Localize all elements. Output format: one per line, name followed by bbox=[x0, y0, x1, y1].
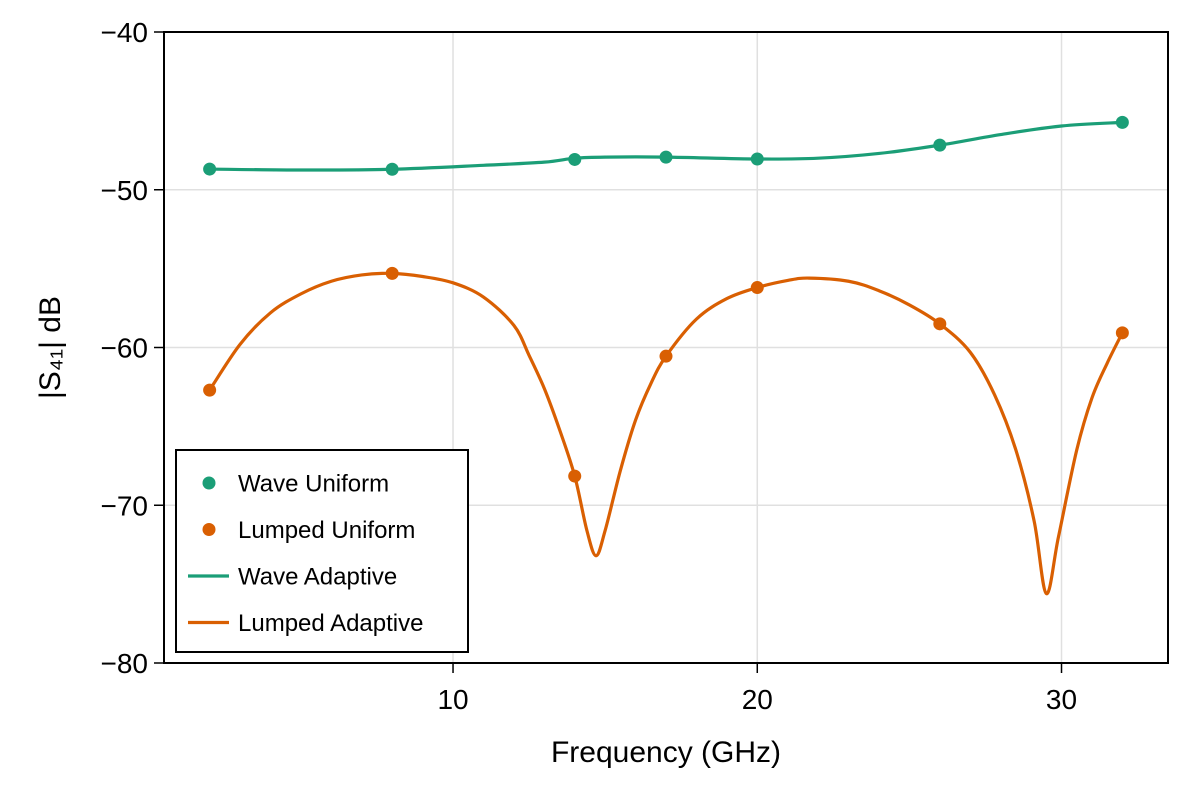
x-axis-label: Frequency (GHz) bbox=[551, 736, 781, 769]
wave-uniform-point bbox=[203, 162, 217, 176]
legend-marker-lumped-uniform bbox=[202, 523, 216, 536]
y-axis-label: |S₄₁| dB bbox=[34, 296, 67, 399]
x-tick-label: 30 bbox=[1046, 684, 1077, 715]
wave-uniform-point bbox=[933, 138, 947, 152]
y-tick-label: −70 bbox=[101, 490, 149, 521]
x-tick-label: 20 bbox=[742, 684, 773, 715]
lumped-uniform-point bbox=[203, 383, 217, 397]
lumped-uniform-point bbox=[1115, 326, 1129, 340]
lumped-uniform-point bbox=[933, 317, 947, 331]
legend-label-lumped-uniform: Lumped Uniform bbox=[238, 517, 415, 544]
lumped-adaptive-line bbox=[208, 271, 1124, 596]
wave-uniform-point bbox=[750, 152, 764, 166]
lumped-uniform-point bbox=[659, 349, 673, 363]
wave-uniform-point bbox=[568, 152, 582, 166]
legend-label-lumped-adaptive: Lumped Adaptive bbox=[238, 610, 423, 637]
legend: Wave Uniform Lumped Uniform Wave Adaptive L… bbox=[175, 449, 469, 653]
y-tick-label: −60 bbox=[101, 333, 149, 364]
lumped-uniform-point bbox=[385, 266, 399, 280]
y-tick-label: −50 bbox=[101, 175, 149, 206]
x-tick-label: 10 bbox=[437, 684, 468, 715]
series-layer bbox=[203, 115, 1129, 596]
axis-ticks: 10 20 30 −80 −70 −60 −50 −40 bbox=[101, 17, 1078, 715]
legend-label-wave-uniform: Wave Uniform bbox=[238, 471, 389, 498]
lumped-uniform-point bbox=[568, 469, 582, 483]
wave-uniform-point bbox=[1115, 115, 1129, 129]
legend-marker-wave-uniform bbox=[202, 476, 216, 490]
wave-uniform-point bbox=[659, 150, 673, 164]
y-tick-label: −80 bbox=[101, 648, 149, 679]
legend-box bbox=[175, 449, 469, 653]
y-tick-label: −40 bbox=[101, 17, 149, 48]
legend-label-wave-adaptive: Wave Adaptive bbox=[238, 564, 397, 591]
wave-uniform-point bbox=[385, 162, 399, 176]
lumped-uniform-point bbox=[750, 281, 764, 295]
